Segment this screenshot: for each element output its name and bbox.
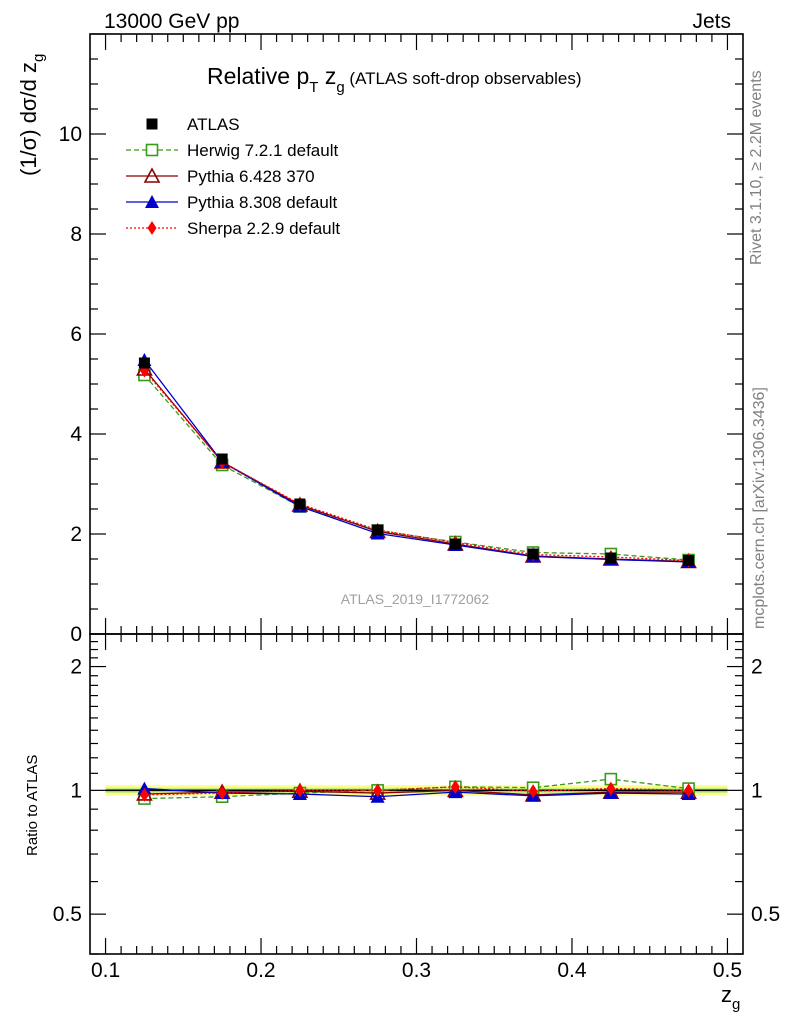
rivet-version-label: Rivet 3.1.10, ≥ 2.2M events xyxy=(748,70,765,265)
main-y-tick-label: 0 xyxy=(70,623,82,646)
point-atlas xyxy=(527,548,539,560)
legend-entry-herwig: Herwig 7.2.1 default xyxy=(126,141,338,160)
ratio-y-tick-label: 2 xyxy=(70,656,82,679)
point-atlas xyxy=(294,498,306,510)
point-atlas xyxy=(683,555,695,566)
x-tick-label: 0.3 xyxy=(402,959,431,982)
ratio-point-sherpa xyxy=(528,784,538,799)
point-atlas xyxy=(449,538,461,550)
series-atlas xyxy=(138,357,695,566)
ratio-point-sherpa xyxy=(295,783,305,798)
ratio-point-sherpa xyxy=(606,781,616,796)
ratio-point-sherpa xyxy=(139,787,149,802)
ratio-line-pythia6 xyxy=(144,789,689,796)
ratio-uncertainty-band xyxy=(105,785,728,796)
main-y-axis-label: (1/σ) dσ/d zg xyxy=(16,54,47,176)
x-axis-label: zg xyxy=(721,982,740,1013)
ratio-series-sherpa xyxy=(139,779,694,802)
axis-ticks xyxy=(90,33,743,955)
legend-entry-pythia6: Pythia 6.428 370 xyxy=(126,167,315,186)
ratio-y-tick-label-right: 0.5 xyxy=(751,903,780,926)
ratio-y-tick-label-right: 1 xyxy=(751,779,763,802)
point-atlas xyxy=(372,524,384,536)
ratio-y-axis-label: Ratio to ATLAS xyxy=(24,755,41,856)
point-atlas xyxy=(216,453,228,465)
x-tick-label: 0.2 xyxy=(246,959,275,982)
ratio-line-pythia8 xyxy=(144,787,689,798)
ratio-series-layer xyxy=(136,772,697,805)
ratio-y-tick-label: 0.5 xyxy=(53,903,82,926)
legend-label-sherpa: Sherpa 2.2.9 default xyxy=(187,219,340,238)
main-y-tick-label: 10 xyxy=(59,123,82,146)
legend-marker-pythia8 xyxy=(145,195,159,208)
line-pythia8 xyxy=(143,359,689,563)
ratio-y-tick-label-right: 2 xyxy=(751,656,763,679)
line-sherpa xyxy=(143,370,689,562)
mcplots-reference-label: mcplots.cern.ch [arXiv:1306.3436] xyxy=(751,387,768,629)
plot-title: Relative pT zg (ATLAS soft-drop observab… xyxy=(207,63,582,96)
analysis-id-label: ATLAS_2019_I1772062 xyxy=(341,591,490,607)
main-y-tick-label: 4 xyxy=(70,423,82,446)
ratio-y-tick-label: 1 xyxy=(70,779,82,802)
main-y-tick-label: 8 xyxy=(70,223,82,246)
main-series-layer xyxy=(136,353,697,569)
legend-entry-atlas: ATLAS xyxy=(146,115,240,134)
x-tick-label: 0.5 xyxy=(713,959,742,982)
legend-marker-herwig xyxy=(145,143,159,157)
x-tick-label: 0.4 xyxy=(557,959,587,982)
legend-entry-sherpa: Sherpa 2.2.9 default xyxy=(126,219,340,238)
header-right-label: Jets xyxy=(692,10,731,33)
legend-marker-sherpa xyxy=(147,221,157,235)
x-tick-label: 0.1 xyxy=(91,959,120,982)
main-y-tick-label: 6 xyxy=(70,323,82,346)
legend-label-pythia6: Pythia 6.428 370 xyxy=(187,167,315,186)
axis-tick-labels: 0 2 4 6 8 10 0.1 0.2 0.3 0.4 0.5 0.5 0.5 1 1 2 2 xyxy=(53,123,780,982)
legend-marker-atlas xyxy=(146,118,158,130)
ratio-point-sherpa xyxy=(450,779,460,794)
ratio-point-sherpa xyxy=(373,783,383,798)
legend-marker-pythia6 xyxy=(143,167,161,183)
point-atlas xyxy=(605,552,617,564)
legend-entry-pythia8: Pythia 8.308 default xyxy=(126,193,338,212)
ratio-point-sherpa xyxy=(684,783,694,798)
main-y-tick-label: 2 xyxy=(70,523,82,546)
ratio-point-sherpa xyxy=(217,786,227,801)
header-left-label: 13000 GeV pp xyxy=(104,10,239,33)
legend: ATLAS Herwig 7.2.1 default Pythia 6.428 37… xyxy=(126,115,340,238)
series-sherpa xyxy=(139,363,694,568)
legend-label-herwig: Herwig 7.2.1 default xyxy=(187,141,338,160)
ratio-line-sherpa xyxy=(144,786,689,796)
legend-label-atlas: ATLAS xyxy=(187,115,240,134)
point-atlas xyxy=(138,357,150,369)
legend-label-pythia8: Pythia 8.308 default xyxy=(187,193,338,212)
